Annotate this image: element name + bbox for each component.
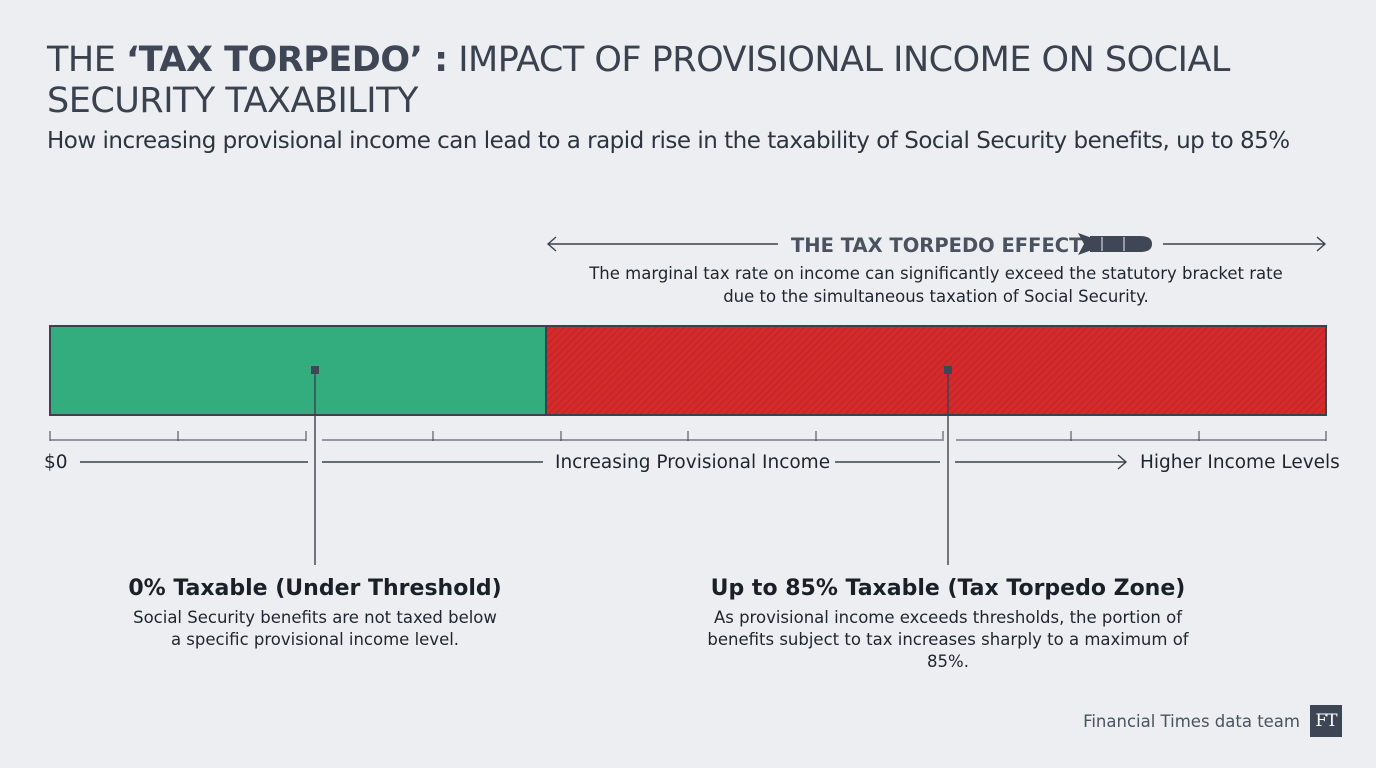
zone-under-threshold bbox=[50, 326, 546, 415]
callout-tax-torpedo-description: As provisional income exceeds thresholds… bbox=[707, 608, 1189, 671]
effect-range-arrow bbox=[546, 236, 1327, 252]
axis-end-label: Higher Income Levels bbox=[1140, 452, 1340, 473]
callout-tax-torpedo-title: Up to 85% Taxable (Tax Torpedo Zone) bbox=[710, 576, 1186, 601]
axis-start-label: $0 bbox=[44, 452, 68, 473]
title-rest: IMPACT OF PROVISIONAL INCOME ON SOCIAL S… bbox=[47, 40, 1230, 121]
ft-logo: FT bbox=[1310, 705, 1342, 737]
tick-scale bbox=[49, 431, 1327, 441]
page-title: THE ‘TAX TORPEDO’ : IMPACT OF PROVISIONA… bbox=[47, 40, 1297, 122]
income-axis bbox=[80, 454, 1128, 470]
effect-title: THE TAX TORPEDO EFFECT bbox=[791, 234, 1083, 257]
source-credit: Financial Times data team bbox=[1083, 712, 1300, 731]
zone-tax-torpedo bbox=[546, 326, 1326, 415]
effect-arrow-left-head bbox=[546, 236, 557, 252]
callout-under-threshold-title: 0% Taxable (Under Threshold) bbox=[128, 576, 502, 601]
callout-under-threshold: 0% Taxable (Under Threshold) Social Secu… bbox=[115, 574, 515, 651]
title-prefix: THE bbox=[47, 40, 126, 80]
callout-under-threshold-description: Social Security benefits are not taxed b… bbox=[133, 608, 497, 649]
torpedo-icon bbox=[1078, 233, 1152, 255]
effect-arrow-right-head bbox=[1316, 236, 1327, 252]
callout-tax-torpedo: Up to 85% Taxable (Tax Torpedo Zone) As … bbox=[668, 574, 1228, 673]
income-bar-outline bbox=[49, 325, 1327, 416]
page-subtitle: How increasing provisional income can le… bbox=[47, 128, 1290, 154]
title-highlight: ‘TAX TORPEDO’ : bbox=[125, 40, 448, 80]
axis-middle-label: Increasing Provisional Income bbox=[555, 452, 831, 473]
leader-under-threshold bbox=[311, 366, 319, 565]
effect-description: The marginal tax rate on income can sign… bbox=[589, 264, 1283, 306]
leader-tax-torpedo bbox=[944, 366, 952, 565]
